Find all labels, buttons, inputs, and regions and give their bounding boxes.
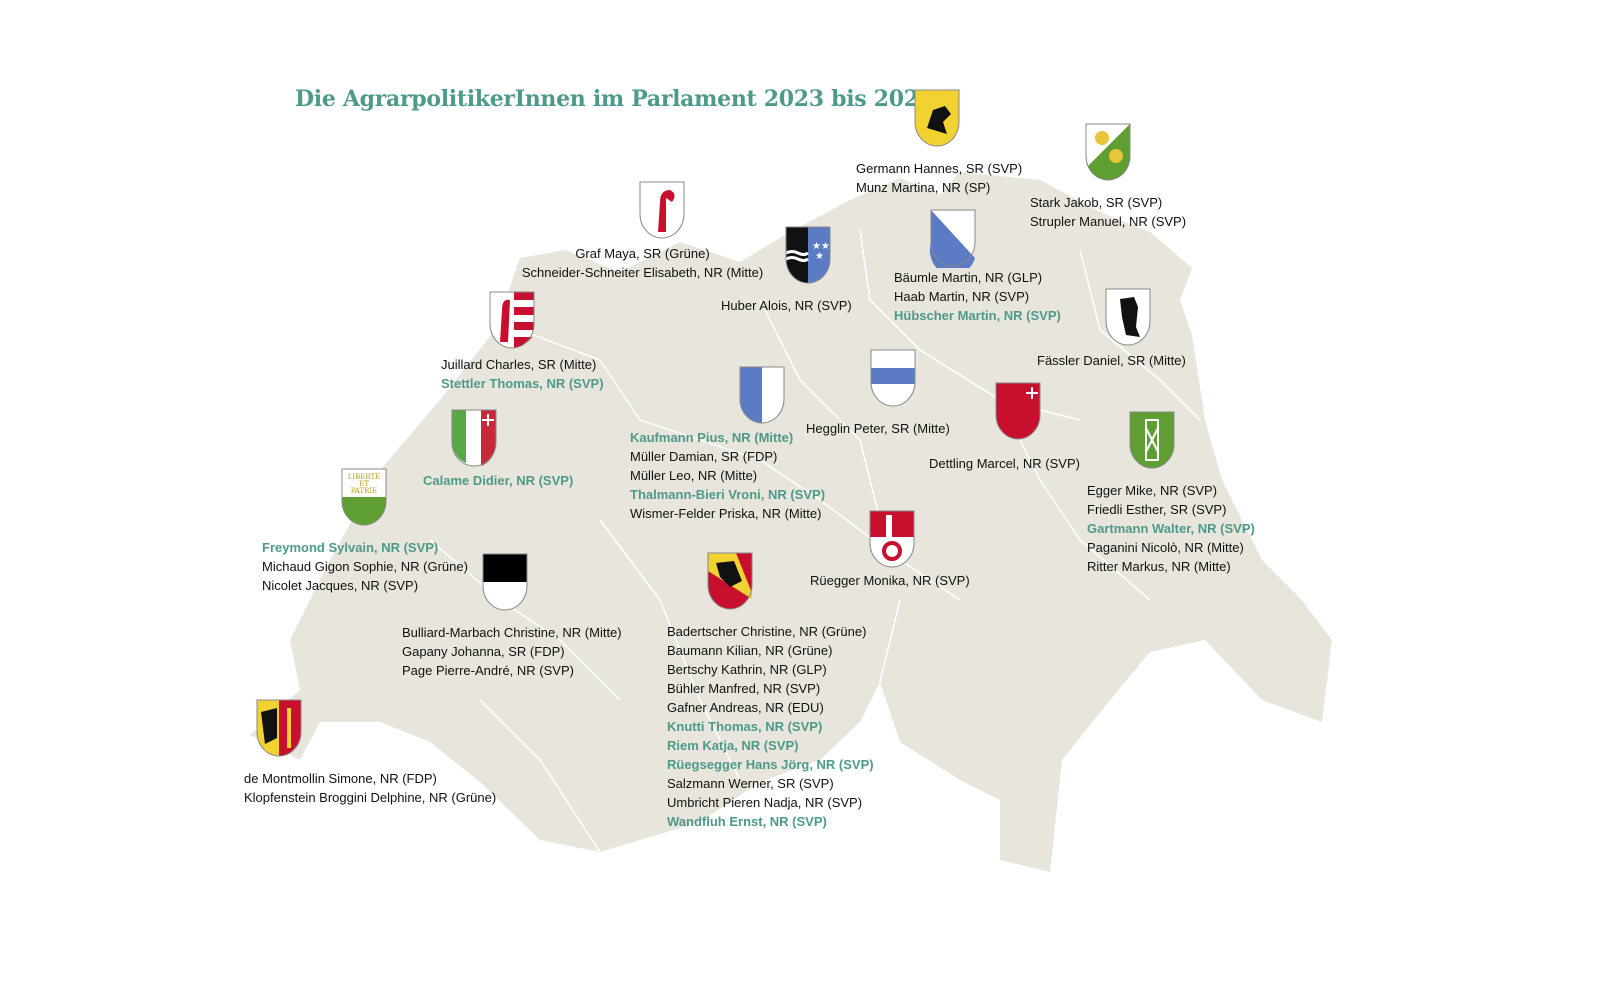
coat-of-arms-ju-icon: [489, 291, 535, 349]
svg-text:ET: ET: [359, 480, 369, 488]
legislator-entry: Kaufmann Pius, NR (Mitte): [630, 430, 794, 445]
coat-of-arms-sh-icon: [914, 89, 960, 147]
legislator-entry: Rüegsegger Hans Jörg, NR (SVP): [667, 757, 874, 772]
legislator-entry: Stark Jakob, SR (SVP): [1030, 195, 1163, 210]
legislator-entry: Haab Martin, NR (SVP): [894, 289, 1030, 304]
legislator-entry: Knutti Thomas, NR (SVP): [667, 719, 823, 734]
legislator-entry: Graf Maya, SR (Grüne): [575, 246, 710, 261]
legislator-list-ne: Calame Didier, NR (SVP): [423, 471, 573, 490]
legislator-entry: Baumann Kilian, NR (Grüne): [667, 643, 833, 658]
legislator-entry: Munz Martina, NR (SP): [856, 180, 991, 195]
legislator-entry: Umbricht Pieren Nadja, NR (SVP): [667, 795, 863, 810]
legislator-entry: Dettling Marcel, NR (SVP): [929, 456, 1080, 471]
legislator-entry: Stettler Thomas, NR (SVP): [441, 376, 604, 391]
legislator-entry: Riem Katja, NR (SVP): [667, 738, 799, 753]
legislator-entry: Friedli Esther, SR (SVP): [1087, 502, 1227, 517]
legislator-list-ge: de Montmollin Simone, NR (FDP) Klopfenste…: [244, 769, 496, 807]
coat-of-arms-zh-icon: [929, 209, 976, 268]
legislator-entry: Nicolet Jacques, NR (SVP): [262, 578, 419, 593]
legislator-list-sh: Germann Hannes, SR (SVP) Munz Martina, NR…: [856, 159, 1022, 197]
legislator-entry: Germann Hannes, SR (SVP): [856, 161, 1023, 176]
legislator-list-tg: Stark Jakob, SR (SVP) Strupler Manuel, NR…: [1030, 193, 1186, 231]
page-title: Die AgrarpolitikerInnen im Parlament 202…: [295, 86, 934, 112]
legislator-entry: Egger Mike, NR (SVP): [1087, 483, 1218, 498]
legislator-list-fr: Bulliard-Marbach Christine, NR (Mitte) Ga…: [402, 623, 622, 680]
coat-of-arms-tg-icon: [1085, 123, 1131, 181]
legislator-entry: de Montmollin Simone, NR (FDP): [244, 771, 437, 786]
legislator-list-be: Badertscher Christine, NR (Grüne) Baumann…: [667, 622, 874, 831]
legislator-entry: Calame Didier, NR (SVP): [423, 473, 574, 488]
coat-of-arms-be-icon: [707, 552, 753, 610]
coat-of-arms-fr-icon: [482, 553, 528, 611]
legislator-entry: Bühler Manfred, NR (SVP): [667, 681, 821, 696]
svg-text:★: ★: [815, 251, 824, 262]
legislator-entry: Page Pierre-André, NR (SVP): [402, 663, 574, 678]
legislator-entry: Gartmann Walter, NR (SVP): [1087, 521, 1255, 536]
legislator-list-ai: Fässler Daniel, SR (Mitte): [1037, 351, 1186, 370]
legislator-list-ag: Huber Alois, NR (SVP): [721, 296, 852, 315]
legislator-list-sg: Egger Mike, NR (SVP) Friedli Esther, SR (…: [1087, 481, 1255, 576]
legislator-list-zg: Hegglin Peter, SR (Mitte): [806, 419, 950, 438]
legislator-entry: Müller Leo, NR (Mitte): [630, 468, 758, 483]
legislator-entry: Paganini Nicolò, NR (Mitte): [1087, 540, 1244, 555]
legislator-entry: Freymond Sylvain, NR (SVP): [262, 540, 439, 555]
legislator-entry: Badertscher Christine, NR (Grüne): [667, 624, 867, 639]
legislator-entry: Thalmann-Bieri Vroni, NR (SVP): [630, 487, 826, 502]
legislator-entry: Klopfenstein Broggini Delphine, NR (Grün…: [244, 790, 497, 805]
legislator-entry: Gafner Andreas, NR (EDU): [667, 700, 824, 715]
legislator-entry: Müller Damian, SR (FDP): [630, 449, 778, 464]
coat-of-arms-ge-icon: [256, 699, 302, 757]
legislator-entry: Hübscher Martin, NR (SVP): [894, 308, 1061, 323]
legislator-entry: Michaud Gigon Sophie, NR (Grüne): [262, 559, 468, 574]
svg-text:LIBERTÉ: LIBERTÉ: [348, 472, 381, 481]
legislator-entry: Fässler Daniel, SR (Mitte): [1037, 353, 1186, 368]
switzerland-outline: [250, 172, 1332, 872]
coat-of-arms-zg-icon: [870, 349, 916, 407]
legislator-entry: Rüegger Monika, NR (SVP): [810, 573, 970, 588]
coat-of-arms-ne-icon: [451, 409, 497, 467]
legislator-list-bl: Graf Maya, SR (Grüne) Schneider-Schneiter…: [520, 244, 765, 282]
coat-of-arms-lu-icon: [739, 366, 785, 424]
legislator-list-ju: Juillard Charles, SR (Mitte) Stettler Tho…: [441, 355, 604, 393]
svg-text:★★: ★★: [812, 241, 830, 252]
legislator-list-lu: Kaufmann Pius, NR (Mitte) Müller Damian, …: [630, 428, 825, 523]
legislator-list-sz: Dettling Marcel, NR (SVP): [929, 454, 1080, 473]
legislator-list-zh: Bäumle Martin, NR (GLP) Haab Martin, NR (…: [894, 268, 1061, 325]
legislator-entry: Bulliard-Marbach Christine, NR (Mitte): [402, 625, 622, 640]
legislator-entry: Ritter Markus, NR (Mitte): [1087, 559, 1231, 574]
legislator-entry: Wismer-Felder Priska, NR (Mitte): [630, 506, 822, 521]
legislator-entry: Schneider-Schneiter Elisabeth, NR (Mitte…: [521, 265, 764, 280]
coat-of-arms-sg-icon: [1129, 411, 1175, 469]
legislator-entry: Huber Alois, NR (SVP): [721, 298, 852, 313]
legislator-entry: Gapany Johanna, SR (FDP): [402, 644, 565, 659]
legislator-entry: Hegglin Peter, SR (Mitte): [806, 421, 950, 436]
legislator-entry: Bertschy Kathrin, NR (GLP): [667, 662, 827, 677]
svg-text:PATRIE: PATRIE: [351, 487, 378, 495]
legislator-entry: Bäumle Martin, NR (GLP): [894, 270, 1043, 285]
coat-of-arms-sz-icon: [995, 382, 1041, 440]
coat-of-arms-ag-icon: ★★★: [785, 226, 831, 284]
coat-of-arms-ow-icon: [869, 510, 915, 568]
legislator-entry: Wandfluh Ernst, NR (SVP): [667, 814, 827, 829]
legislator-list-vd: Freymond Sylvain, NR (SVP) Michaud Gigon …: [262, 538, 468, 595]
legislator-entry: Salzmann Werner, SR (SVP): [667, 776, 834, 791]
legislator-list-ow: Rüegger Monika, NR (SVP): [810, 571, 970, 590]
legislator-entry: Strupler Manuel, NR (SVP): [1030, 214, 1187, 229]
coat-of-arms-ar-icon: [1105, 288, 1151, 346]
coat-of-arms-bl-icon: [639, 181, 685, 239]
legislator-entry: Juillard Charles, SR (Mitte): [441, 357, 597, 372]
